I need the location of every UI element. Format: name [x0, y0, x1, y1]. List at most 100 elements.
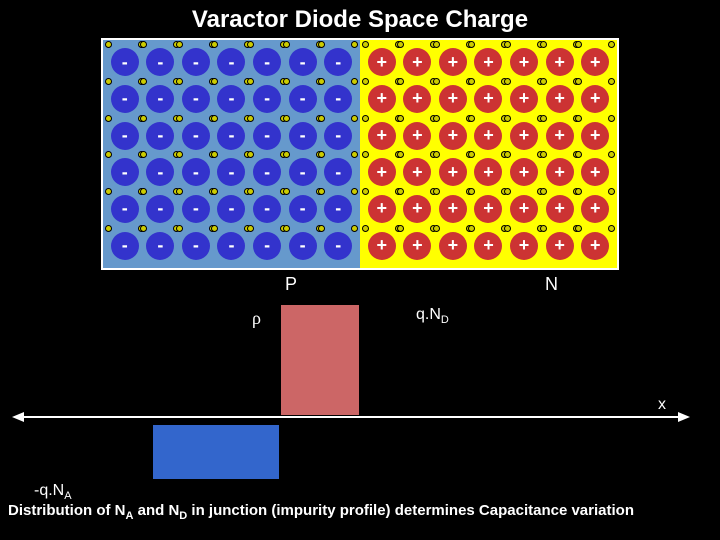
- acceptor-ion: -: [217, 232, 245, 260]
- acceptor-ion: -: [289, 195, 317, 223]
- n-label: N: [545, 274, 558, 295]
- donor-ion: +: [403, 158, 431, 186]
- x-axis: [22, 416, 680, 418]
- acceptor-ion: -: [111, 158, 139, 186]
- donor-ion: +: [581, 195, 609, 223]
- acceptor-ion: -: [182, 158, 210, 186]
- acceptor-ion: -: [182, 85, 210, 113]
- acceptor-ion: -: [253, 85, 281, 113]
- negative-charge-bar: [152, 424, 280, 480]
- donor-ion: +: [546, 48, 574, 76]
- acceptor-ion: -: [289, 48, 317, 76]
- acceptor-ion: -: [289, 232, 317, 260]
- donor-ion: +: [439, 122, 467, 150]
- donor-ion: +: [439, 48, 467, 76]
- donor-ion: +: [510, 195, 538, 223]
- acceptor-ion: -: [111, 48, 139, 76]
- acceptor-ion: -: [146, 48, 174, 76]
- donor-ion: +: [474, 232, 502, 260]
- donor-ion: +: [403, 195, 431, 223]
- donor-ion: +: [474, 48, 502, 76]
- acceptor-ion: -: [111, 85, 139, 113]
- acceptor-ion: -: [324, 122, 352, 150]
- donor-ion: +: [546, 232, 574, 260]
- donor-ion: +: [546, 158, 574, 186]
- donor-ion: +: [474, 85, 502, 113]
- p-label: P: [285, 274, 297, 295]
- acceptor-ion: -: [182, 232, 210, 260]
- pn-junction: ----------------------------------------…: [101, 38, 619, 270]
- donor-ion: +: [474, 158, 502, 186]
- donor-ion: +: [510, 232, 538, 260]
- donor-ion: +: [439, 158, 467, 186]
- n-region: ++++++++++++++++++++++++++++++++++++++++…: [360, 40, 617, 268]
- donor-ion: +: [403, 48, 431, 76]
- donor-ion: +: [581, 48, 609, 76]
- donor-ion: +: [546, 122, 574, 150]
- p-region: ----------------------------------------…: [103, 40, 360, 268]
- acceptor-ion: -: [217, 158, 245, 186]
- donor-ion: +: [581, 158, 609, 186]
- acceptor-ion: -: [182, 122, 210, 150]
- acceptor-ion: -: [217, 48, 245, 76]
- acceptor-ion: -: [324, 85, 352, 113]
- acceptor-ion: -: [146, 122, 174, 150]
- donor-ion: +: [439, 195, 467, 223]
- acceptor-ion: -: [289, 85, 317, 113]
- mqna-sub: A: [64, 490, 71, 502]
- donor-ion: +: [581, 85, 609, 113]
- donor-ion: +: [368, 48, 396, 76]
- acceptor-ion: -: [111, 195, 139, 223]
- donor-ion: +: [510, 85, 538, 113]
- donor-ion: +: [581, 122, 609, 150]
- qnd-label: q.ND: [416, 306, 449, 326]
- caption-mid: and N: [133, 502, 179, 519]
- qnd-sub: D: [441, 314, 449, 326]
- donor-ion: +: [439, 85, 467, 113]
- charge-density-chart: ρ q.ND x -q.NA: [0, 300, 720, 500]
- acceptor-ion: -: [289, 158, 317, 186]
- acceptor-ion: -: [111, 122, 139, 150]
- donor-ion: +: [403, 122, 431, 150]
- mqna-label: -q.NA: [34, 482, 72, 502]
- acceptor-ion: -: [146, 85, 174, 113]
- positive-charge-bar: [280, 304, 360, 416]
- donor-ion: +: [474, 122, 502, 150]
- acceptor-ion: -: [111, 232, 139, 260]
- acceptor-ion: -: [253, 195, 281, 223]
- donor-ion: +: [403, 232, 431, 260]
- acceptor-ion: -: [217, 85, 245, 113]
- donor-ion: +: [581, 232, 609, 260]
- acceptor-ion: -: [146, 195, 174, 223]
- acceptor-ion: -: [217, 195, 245, 223]
- acceptor-ion: -: [253, 48, 281, 76]
- mqna-prefix: -q.N: [34, 482, 64, 499]
- donor-ion: +: [439, 232, 467, 260]
- acceptor-ion: -: [324, 195, 352, 223]
- caption-suffix: in junction (impurity profile) determine…: [187, 502, 634, 519]
- page-title: Varactor Diode Space Charge: [0, 0, 720, 34]
- donor-ion: +: [368, 195, 396, 223]
- caption-prefix: Distribution of N: [8, 502, 125, 519]
- acceptor-ion: -: [324, 48, 352, 76]
- donor-ion: +: [546, 195, 574, 223]
- donor-ion: +: [368, 122, 396, 150]
- acceptor-ion: -: [253, 158, 281, 186]
- caption: Distribution of NA and ND in junction (i…: [8, 502, 712, 523]
- acceptor-ion: -: [324, 232, 352, 260]
- donor-ion: +: [510, 122, 538, 150]
- acceptor-ion: -: [146, 232, 174, 260]
- acceptor-ion: -: [217, 122, 245, 150]
- donor-ion: +: [510, 158, 538, 186]
- acceptor-ion: -: [324, 158, 352, 186]
- acceptor-ion: -: [182, 195, 210, 223]
- qnd-prefix: q.N: [416, 306, 441, 323]
- rho-label: ρ: [252, 308, 261, 329]
- acceptor-ion: -: [289, 122, 317, 150]
- donor-ion: +: [368, 85, 396, 113]
- acceptor-ion: -: [182, 48, 210, 76]
- acceptor-ion: -: [146, 158, 174, 186]
- donor-ion: +: [368, 232, 396, 260]
- donor-ion: +: [368, 158, 396, 186]
- donor-ion: +: [474, 195, 502, 223]
